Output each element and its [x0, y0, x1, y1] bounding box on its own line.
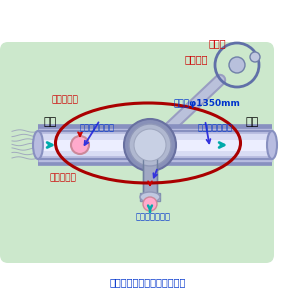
- Text: スーパープラグ: スーパープラグ: [80, 124, 115, 133]
- Circle shape: [129, 124, 171, 166]
- Text: （プラグ・導管設置状況図）: （プラグ・導管設置状況図）: [110, 277, 186, 287]
- Circle shape: [229, 57, 245, 73]
- Ellipse shape: [267, 131, 277, 159]
- Text: 既設管φ1350mm: 既設管φ1350mm: [174, 98, 240, 107]
- Text: 耐圧開閉蓋: 耐圧開閉蓋: [50, 173, 76, 182]
- Text: 耐圧開閉蓋: 耐圧開閉蓋: [52, 95, 78, 104]
- Circle shape: [124, 119, 176, 171]
- Text: 上流: 上流: [44, 117, 57, 127]
- Circle shape: [250, 52, 260, 62]
- Text: 新設人孔: 新設人孔: [184, 54, 208, 64]
- Text: 新設管: 新設管: [208, 38, 226, 48]
- Bar: [140, 193, 160, 201]
- Text: 下流: 下流: [245, 117, 259, 127]
- Ellipse shape: [33, 131, 43, 159]
- Circle shape: [71, 136, 89, 154]
- Ellipse shape: [140, 192, 160, 202]
- FancyBboxPatch shape: [0, 42, 274, 263]
- Circle shape: [143, 197, 157, 211]
- Text: スーパープラグ: スーパープラグ: [197, 124, 232, 133]
- Circle shape: [134, 129, 166, 161]
- Bar: [143, 145, 157, 195]
- Text: スーパープラグ: スーパープラグ: [136, 212, 170, 221]
